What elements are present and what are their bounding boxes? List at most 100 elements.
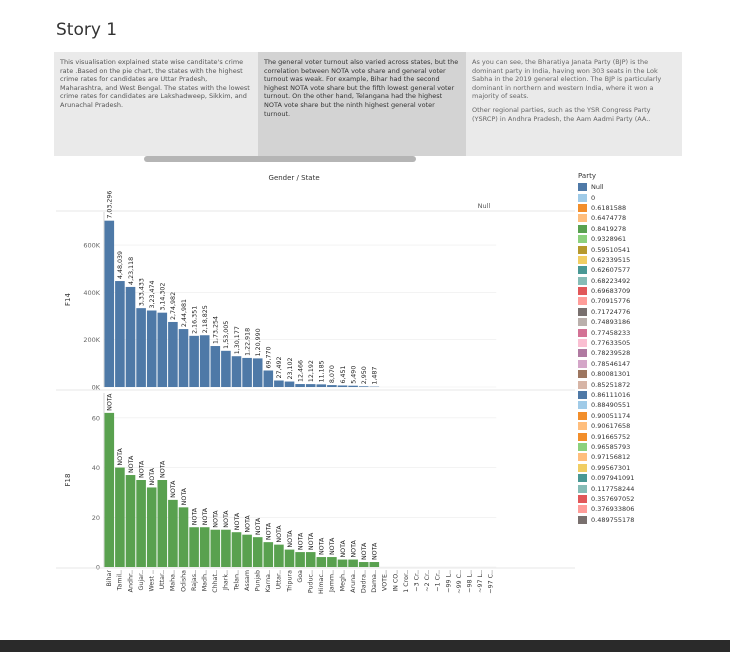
category-label: Jhark..	[223, 570, 230, 591]
bar[interactable]	[136, 480, 146, 567]
legend-item[interactable]: 0.6474778	[578, 213, 683, 223]
bar[interactable]	[189, 527, 199, 567]
bar[interactable]	[284, 549, 295, 567]
bar[interactable]	[242, 357, 252, 387]
bar[interactable]	[327, 385, 337, 387]
legend-swatch	[578, 463, 587, 472]
legend-item[interactable]: 0.70915776	[578, 296, 683, 306]
bar[interactable]	[358, 562, 369, 567]
legend-item[interactable]: 0.99567301	[578, 463, 683, 473]
legend-item[interactable]: 0.69683709	[578, 286, 683, 296]
bar-data-label: NOTA	[181, 487, 188, 505]
story-point-2-selected[interactable]: The general voter turnout also varied ac…	[258, 52, 466, 156]
bar[interactable]	[157, 312, 168, 387]
bar[interactable]	[263, 542, 274, 567]
legend-item[interactable]: 0.90617658	[578, 421, 683, 431]
bar[interactable]	[252, 537, 263, 567]
bar[interactable]	[199, 335, 210, 387]
bar[interactable]	[104, 220, 115, 387]
bar-data-label: NOTA	[308, 532, 315, 550]
bar[interactable]	[348, 559, 358, 567]
legend-item[interactable]: 0.86111016	[578, 390, 683, 400]
legend-item[interactable]: 0.097941091	[578, 473, 683, 483]
bar[interactable]	[221, 350, 231, 387]
bar[interactable]	[327, 557, 337, 567]
legend-item[interactable]: 0.88490551	[578, 400, 683, 410]
bar[interactable]	[263, 370, 274, 387]
legend-item[interactable]: Null	[578, 182, 683, 192]
legend-label: 0.78239528	[591, 349, 631, 358]
bar[interactable]	[168, 321, 178, 387]
legend-item[interactable]: 0	[578, 192, 683, 202]
story-point-3[interactable]: As you can see, the Bharatiya Janata Par…	[466, 52, 682, 156]
bar[interactable]	[305, 552, 316, 567]
bar[interactable]	[221, 529, 231, 567]
legend-item[interactable]: 0.85251872	[578, 379, 683, 389]
legend-item[interactable]: 0.91665752	[578, 431, 683, 441]
bar[interactable]	[199, 527, 210, 567]
bar[interactable]	[348, 385, 358, 387]
legend-item[interactable]: 0.78546147	[578, 359, 683, 369]
legend-item[interactable]: 0.62607577	[578, 265, 683, 275]
bar[interactable]	[274, 380, 284, 387]
bar[interactable]	[115, 467, 125, 567]
bar[interactable]	[125, 286, 136, 387]
bar-data-label: NOTA	[266, 522, 273, 540]
legend-item[interactable]: 0.357697052	[578, 494, 683, 504]
legend-item[interactable]: 0.97156812	[578, 452, 683, 462]
bar[interactable]	[305, 384, 316, 387]
bar[interactable]	[242, 534, 252, 567]
category-label: ~97 L..	[477, 570, 484, 593]
legend-item[interactable]: 0.68223492	[578, 276, 683, 286]
bar[interactable]	[358, 386, 369, 387]
bar[interactable]	[146, 310, 157, 387]
legend-item[interactable]: 0.9328961	[578, 234, 683, 244]
bar[interactable]	[316, 384, 327, 387]
bar[interactable]	[210, 529, 221, 567]
bar[interactable]	[231, 356, 242, 387]
legend-item[interactable]: 0.96585793	[578, 442, 683, 452]
legend-item[interactable]: 0.74893186	[578, 317, 683, 327]
legend-item[interactable]: 0.77633505	[578, 338, 683, 348]
bar[interactable]	[231, 532, 242, 567]
bar[interactable]	[168, 499, 178, 567]
bar[interactable]	[178, 507, 189, 567]
bar[interactable]	[369, 562, 380, 567]
bar[interactable]	[337, 385, 348, 387]
bar[interactable]	[178, 329, 189, 387]
legend-item[interactable]: 0.376933806	[578, 504, 683, 514]
bar[interactable]	[274, 544, 284, 567]
legend-item[interactable]: 0.489755178	[578, 515, 683, 525]
legend-item[interactable]: 0.78239528	[578, 348, 683, 358]
bar[interactable]	[284, 381, 295, 387]
bar[interactable]	[115, 281, 125, 387]
story-point-1[interactable]: This visualisation explained state wise …	[54, 52, 258, 156]
bar[interactable]	[295, 552, 305, 567]
legend-label: 0.90617658	[591, 422, 631, 431]
bar[interactable]	[104, 412, 115, 567]
legend-item[interactable]: 0.59510541	[578, 244, 683, 254]
bar[interactable]	[210, 346, 221, 387]
legend-item[interactable]: 0.90051174	[578, 411, 683, 421]
bar[interactable]	[295, 384, 305, 387]
bar[interactable]	[337, 559, 348, 567]
bar[interactable]	[125, 475, 136, 567]
legend-item[interactable]: 0.6181588	[578, 203, 683, 213]
bar[interactable]	[146, 487, 157, 567]
legend-item[interactable]: 0.117758244	[578, 483, 683, 493]
legend-item[interactable]: 0.80081301	[578, 369, 683, 379]
bar[interactable]	[252, 358, 263, 387]
bar[interactable]	[136, 308, 146, 387]
legend-item[interactable]: 0.77458233	[578, 327, 683, 337]
bar[interactable]	[316, 557, 327, 567]
legend-label: 0.489755178	[591, 515, 635, 524]
legend-label: Null	[591, 183, 604, 192]
bar-data-label: NOTA	[107, 393, 114, 411]
legend-item[interactable]: 0.71724776	[578, 307, 683, 317]
caption-scrollbar-thumb[interactable]	[144, 156, 416, 162]
legend-item[interactable]: 0.8419278	[578, 224, 683, 234]
legend-swatch	[578, 515, 587, 524]
bar[interactable]	[189, 335, 199, 387]
legend-item[interactable]: 0.62339515	[578, 255, 683, 265]
bar[interactable]	[157, 480, 168, 567]
